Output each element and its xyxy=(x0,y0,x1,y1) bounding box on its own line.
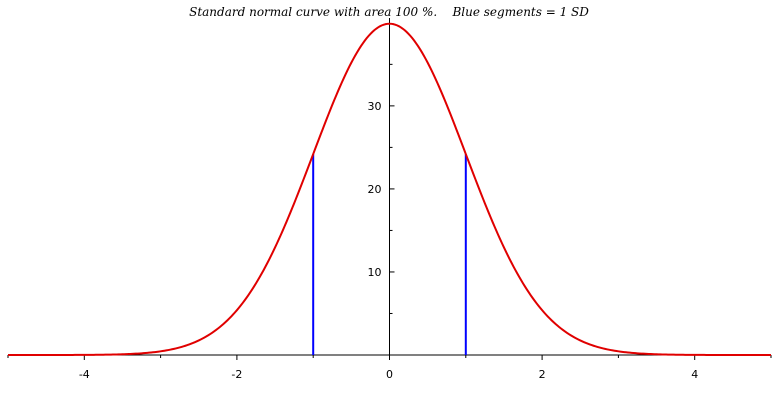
x-tick-label: 2 xyxy=(539,368,546,381)
x-tick-label: -4 xyxy=(79,368,90,381)
y-tick-label: 10 xyxy=(368,266,382,279)
x-tick-label: 0 xyxy=(386,368,393,381)
x-tick-label: 4 xyxy=(691,368,698,381)
y-tick-label: 20 xyxy=(368,183,382,196)
x-tick-label: -2 xyxy=(231,368,242,381)
axes xyxy=(7,18,772,360)
tick-layer: -4 -2 0 2 4 10 20 30 xyxy=(79,100,698,381)
sd-segments xyxy=(312,154,467,355)
curve-layer xyxy=(8,22,771,356)
y-tick-label: 30 xyxy=(368,100,382,113)
normal-curve-line xyxy=(8,22,771,356)
chart-title: Standard normal curve with area 100 %. B… xyxy=(189,5,589,19)
